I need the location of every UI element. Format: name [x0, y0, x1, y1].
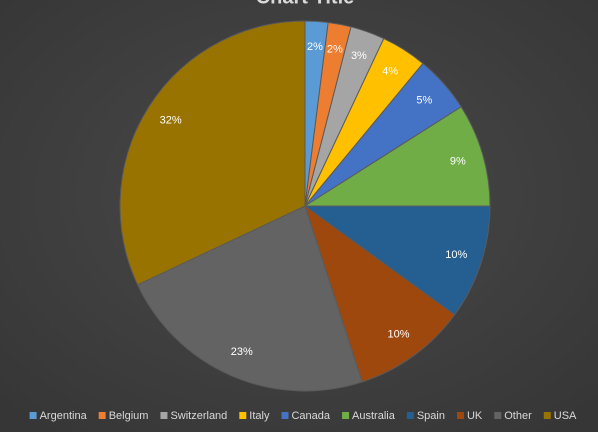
pie-slice	[303, 106, 491, 207]
data-label: 2%	[307, 41, 323, 53]
legend-swatch	[29, 412, 37, 419]
legend-item: UK	[456, 410, 483, 422]
legend-item: Italy	[239, 410, 270, 422]
legend-item: Belgium	[98, 410, 149, 422]
legend: Argentina Belgium Switzerland Italy Canada Au…	[29, 410, 577, 422]
legend-label: Belgium	[109, 410, 149, 422]
data-label: 3%	[351, 50, 367, 62]
legend-label: Canada	[291, 410, 330, 422]
chart-title: Chart Title	[256, 0, 355, 8]
legend-swatch	[239, 412, 247, 419]
data-label: 2%	[327, 44, 343, 56]
pie-slice	[304, 204, 456, 383]
legend-item: Canada	[281, 410, 331, 422]
legend-label: Italy	[249, 410, 270, 422]
legend-item: Switzerland	[160, 410, 227, 422]
legend-item: Other	[494, 410, 532, 422]
data-label: 23%	[231, 346, 253, 358]
legend-swatch	[456, 412, 464, 419]
legend-label: Switzerland	[170, 410, 227, 422]
legend-label: UK	[467, 410, 483, 422]
legend-label: USA	[554, 410, 577, 422]
legend-swatch	[160, 412, 168, 419]
data-label: 4%	[382, 66, 398, 78]
pie-slice	[119, 20, 306, 286]
data-label: 10%	[445, 249, 467, 261]
legend-item: Spain	[406, 410, 445, 422]
legend-swatch	[543, 412, 551, 419]
legend-item: Australia	[342, 410, 396, 422]
legend-swatch	[406, 412, 414, 419]
legend-label: Spain	[417, 410, 445, 422]
legend-item: Argentina	[29, 410, 88, 422]
legend-label: Other	[504, 410, 532, 422]
legend-label: Australia	[352, 410, 396, 422]
legend-swatch	[342, 412, 350, 419]
pie-slice	[303, 205, 491, 316]
pie: 2% 2% 3% 4% 5% 9% 10% 10% 23% 32%	[119, 20, 491, 392]
legend-label: Argentina	[40, 410, 88, 422]
data-label: 9%	[450, 156, 466, 168]
legend-swatch	[98, 412, 106, 419]
legend-item: USA	[543, 410, 577, 422]
legend-swatch	[281, 412, 289, 419]
pie-slice	[136, 205, 363, 392]
legend-swatch	[494, 412, 502, 419]
data-label: 5%	[416, 95, 432, 107]
data-label: 32%	[160, 115, 182, 127]
data-label: 10%	[388, 329, 410, 341]
